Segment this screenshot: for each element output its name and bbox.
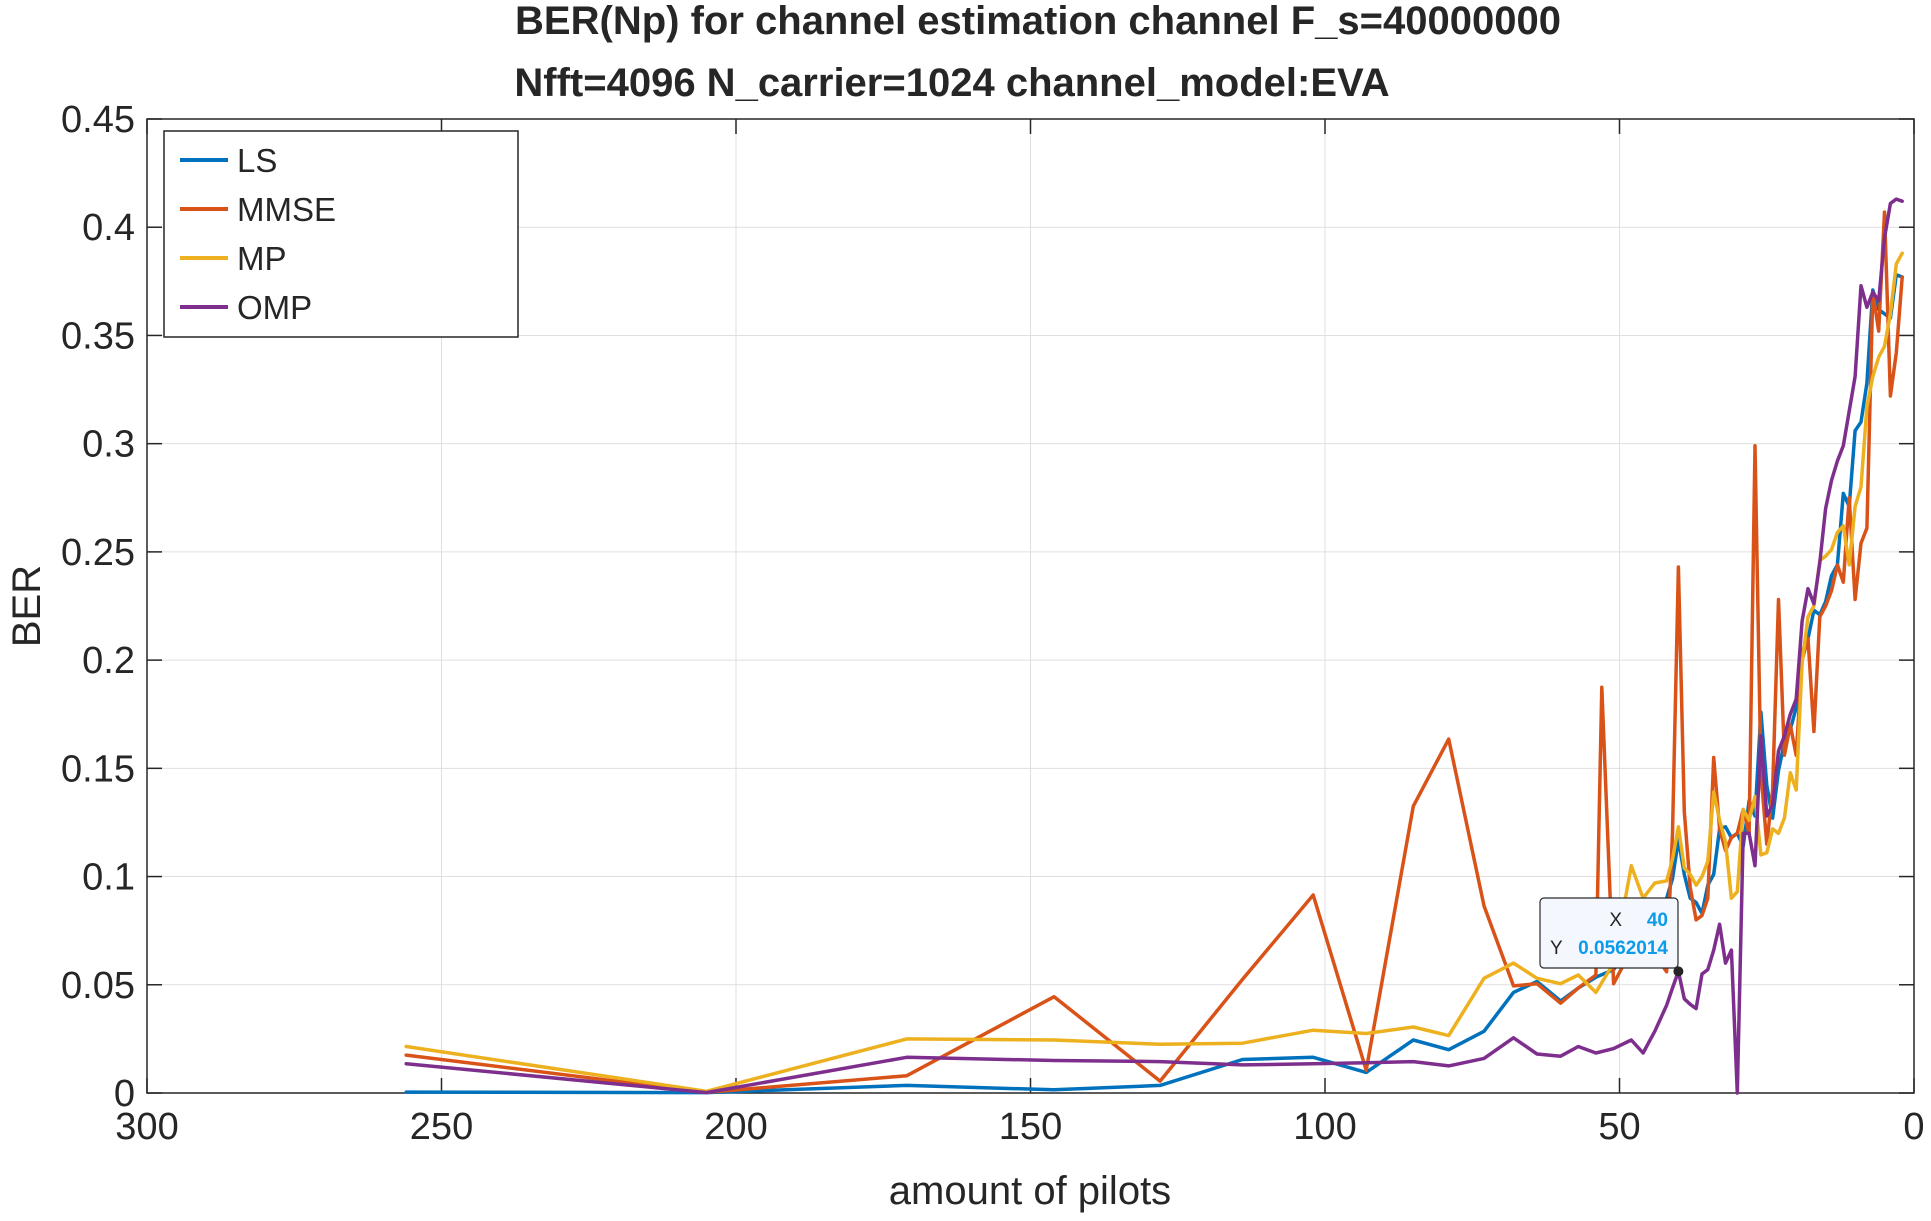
- x-tick-label: 100: [1293, 1106, 1356, 1148]
- x-tick-label: 0: [1903, 1106, 1924, 1148]
- datatip-box[interactable]: [1539, 897, 1679, 969]
- datatip[interactable]: X 40 Y 0.0562014: [1539, 897, 1684, 977]
- y-tick-label: 0.4: [82, 207, 135, 249]
- datatip-marker[interactable]: [1673, 966, 1684, 977]
- axes: 300 250 200 150 100 50 0 0 0.05 0.1 0.15 0.2 0.25 0.3…: [61, 99, 1925, 1148]
- series-lines: [404, 197, 1904, 1095]
- chart-subtitle: Nfft=4096 N_carrier=1024 channel_model:E…: [514, 61, 1389, 105]
- series-line-omp: [404, 197, 1904, 1095]
- legend-label-ls: LS: [237, 142, 277, 179]
- y-tick-label: 0.15: [61, 748, 135, 790]
- datatip-x-label: X: [1609, 910, 1622, 931]
- chart-title: BER(Np) for channel estimation channel F…: [515, 0, 1561, 43]
- y-tick-label: 0.1: [82, 857, 135, 899]
- legend-label-mmse: MMSE: [237, 191, 336, 228]
- legend-box: [163, 130, 519, 338]
- y-axis-label: BER: [5, 565, 49, 647]
- y-tick-label: 0: [114, 1073, 135, 1115]
- series-line-mp: [404, 251, 1904, 1094]
- legend-label-omp: OMP: [237, 289, 312, 326]
- x-tick-label: 50: [1598, 1106, 1640, 1148]
- y-tick-label: 0.2: [82, 640, 135, 682]
- datatip-y-label: Y: [1550, 938, 1563, 959]
- series-line-ls: [404, 273, 1904, 1095]
- datatip-x-value: 40: [1647, 910, 1668, 931]
- y-tick-label: 0.3: [82, 424, 135, 466]
- y-tick-label: 0.05: [61, 965, 135, 1007]
- y-tick-label: 0.45: [61, 99, 135, 141]
- y-tick-label: 0.35: [61, 315, 135, 357]
- x-tick-label: 200: [704, 1106, 767, 1148]
- series-line-mmse: [404, 210, 1904, 1095]
- legend: LS MMSE MP OMP: [163, 130, 519, 338]
- y-tick-label: 0.25: [61, 532, 135, 574]
- x-tick-label: 250: [410, 1106, 473, 1148]
- x-tick-label: 300: [115, 1106, 178, 1148]
- x-tick-label: 150: [999, 1106, 1062, 1148]
- x-axis-label: amount of pilots: [889, 1169, 1171, 1213]
- datatip-y-value: 0.0562014: [1578, 938, 1668, 959]
- legend-label-mp: MP: [237, 240, 287, 277]
